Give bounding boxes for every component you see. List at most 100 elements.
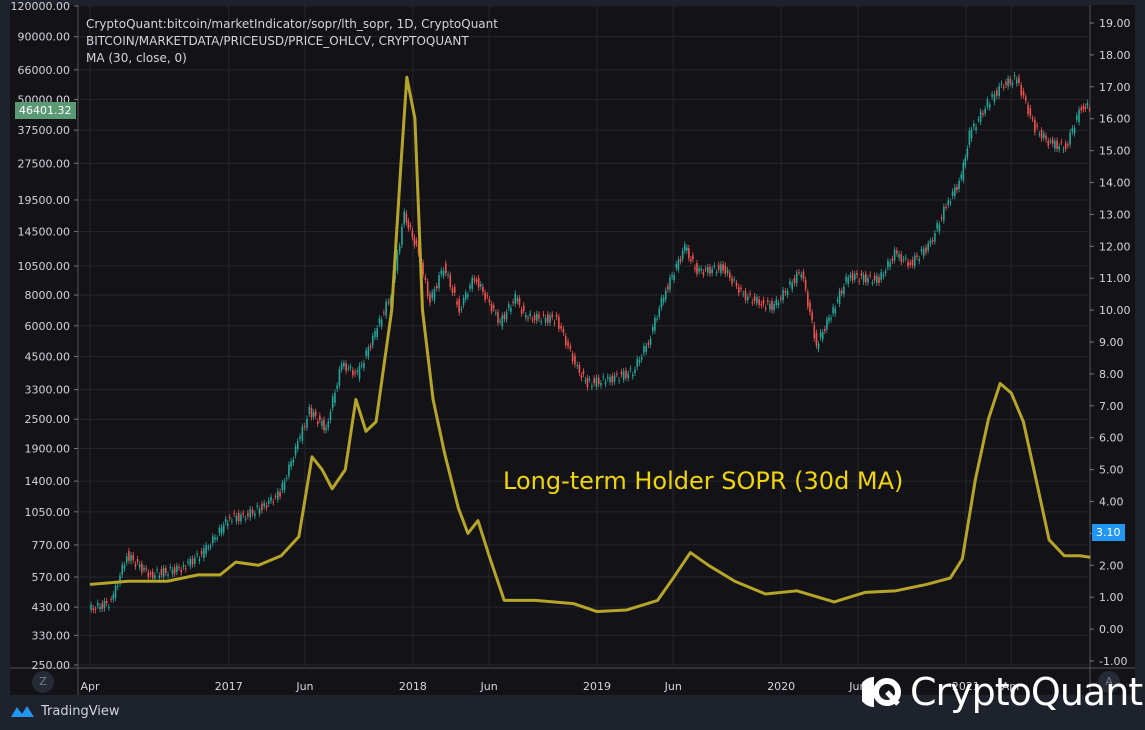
price-candle xyxy=(1038,134,1041,136)
price-candle xyxy=(667,286,669,290)
legend-ma-study[interactable]: MA (30, close, 0) xyxy=(86,51,187,65)
price-candle xyxy=(363,362,365,368)
price-candle xyxy=(488,299,491,303)
price-candle xyxy=(1058,146,1060,150)
price-candle xyxy=(726,269,729,274)
right-axis-tick-label: 10.00 xyxy=(1099,304,1131,317)
right-axis-tick-label: 6.00 xyxy=(1099,432,1124,445)
price-candle xyxy=(789,281,791,285)
price-candle xyxy=(582,371,585,374)
price-candle xyxy=(913,255,916,267)
price-candle xyxy=(433,289,436,301)
legend-price-series[interactable]: BITCOIN/MARKETDATA/PRICEUSD/PRICE_OHLCV,… xyxy=(86,34,469,48)
price-candle xyxy=(505,312,508,320)
price-candle xyxy=(283,481,286,490)
price-candle xyxy=(715,272,718,274)
legend-sopr-series[interactable]: CryptoQuant:bitcoin/marketIndicator/sopr… xyxy=(86,17,498,31)
price-candle xyxy=(440,270,443,275)
price-candle xyxy=(329,411,332,420)
price-candle xyxy=(656,318,658,320)
price-candle xyxy=(647,342,650,345)
left-axis-tick-label: 1400.00 xyxy=(25,475,71,488)
price-candle xyxy=(92,608,95,610)
price-candle xyxy=(347,367,350,369)
price-candle xyxy=(929,240,932,244)
price-candle xyxy=(1000,83,1003,85)
price-candle xyxy=(1080,107,1083,111)
price-candle xyxy=(547,314,549,323)
price-candle xyxy=(290,461,292,467)
price-candle xyxy=(549,315,551,323)
price-candle xyxy=(371,335,374,346)
price-candle xyxy=(611,375,614,383)
price-candle xyxy=(970,129,973,139)
price-candle xyxy=(600,383,602,386)
price-candle xyxy=(156,569,158,571)
price-candle xyxy=(216,538,218,540)
price-candle xyxy=(415,240,418,244)
price-candle xyxy=(312,412,315,417)
right-axis-tick-label: 1.00 xyxy=(1099,591,1124,604)
price-candle xyxy=(830,318,832,320)
price-candle xyxy=(584,380,587,382)
price-candle xyxy=(191,558,194,565)
right-axis-tick-label: 17.00 xyxy=(1099,81,1131,94)
price-candle xyxy=(244,518,247,520)
price-candle xyxy=(471,277,474,289)
price-candle xyxy=(413,237,416,246)
price-candle xyxy=(815,332,818,346)
price-candle xyxy=(645,345,647,352)
price-candle xyxy=(456,301,458,305)
price-candle xyxy=(922,248,925,256)
price-candle xyxy=(316,421,319,424)
price-candle xyxy=(860,273,863,276)
price-candle xyxy=(258,508,261,514)
price-candle xyxy=(292,459,295,463)
auto-scale-button[interactable]: A xyxy=(1098,671,1120,693)
price-candle xyxy=(1054,141,1056,149)
price-candle xyxy=(256,505,259,507)
price-candle xyxy=(867,278,869,283)
sopr-ma-line xyxy=(89,75,1091,614)
price-candle xyxy=(865,273,867,283)
price-candle xyxy=(165,568,167,573)
price-candle xyxy=(802,271,805,279)
price-candle xyxy=(988,104,991,108)
price-candle xyxy=(438,275,440,289)
price-candle xyxy=(340,363,343,370)
zoom-button[interactable]: Z xyxy=(32,671,54,693)
price-candle xyxy=(143,567,145,570)
price-candle xyxy=(651,327,654,332)
price-candle xyxy=(756,297,758,303)
price-candle xyxy=(562,329,565,333)
price-candle xyxy=(272,501,275,503)
price-candle xyxy=(706,266,709,273)
price-candle xyxy=(775,299,778,305)
price-candle xyxy=(130,555,132,562)
price-candle xyxy=(704,268,707,270)
tradingview-logo[interactable]: TradingView xyxy=(10,703,120,719)
left-axis-tick-label: 4500.00 xyxy=(25,350,71,363)
price-candle xyxy=(279,491,281,497)
right-axis-tick-label: 14.00 xyxy=(1099,177,1131,190)
price-candle xyxy=(325,427,327,431)
price-candle xyxy=(758,299,760,305)
right-axis-tick-label: 19.00 xyxy=(1099,17,1131,30)
price-candle xyxy=(925,247,927,253)
price-candle xyxy=(588,379,591,381)
price-candle xyxy=(385,301,387,316)
price-candle xyxy=(123,565,126,569)
price-candle xyxy=(306,418,308,428)
price-candle xyxy=(514,293,517,304)
price-candle xyxy=(189,558,192,567)
price-candle xyxy=(447,274,449,276)
price-candle xyxy=(744,290,747,301)
price-candle xyxy=(634,369,636,373)
price-candle xyxy=(285,477,288,479)
left-axis-tick-label: 27500.00 xyxy=(18,157,71,170)
price-candle xyxy=(411,230,414,238)
left-axis-tick-label: 66000.00 xyxy=(18,64,71,77)
price-candle xyxy=(1013,75,1016,77)
price-candle xyxy=(151,571,154,578)
